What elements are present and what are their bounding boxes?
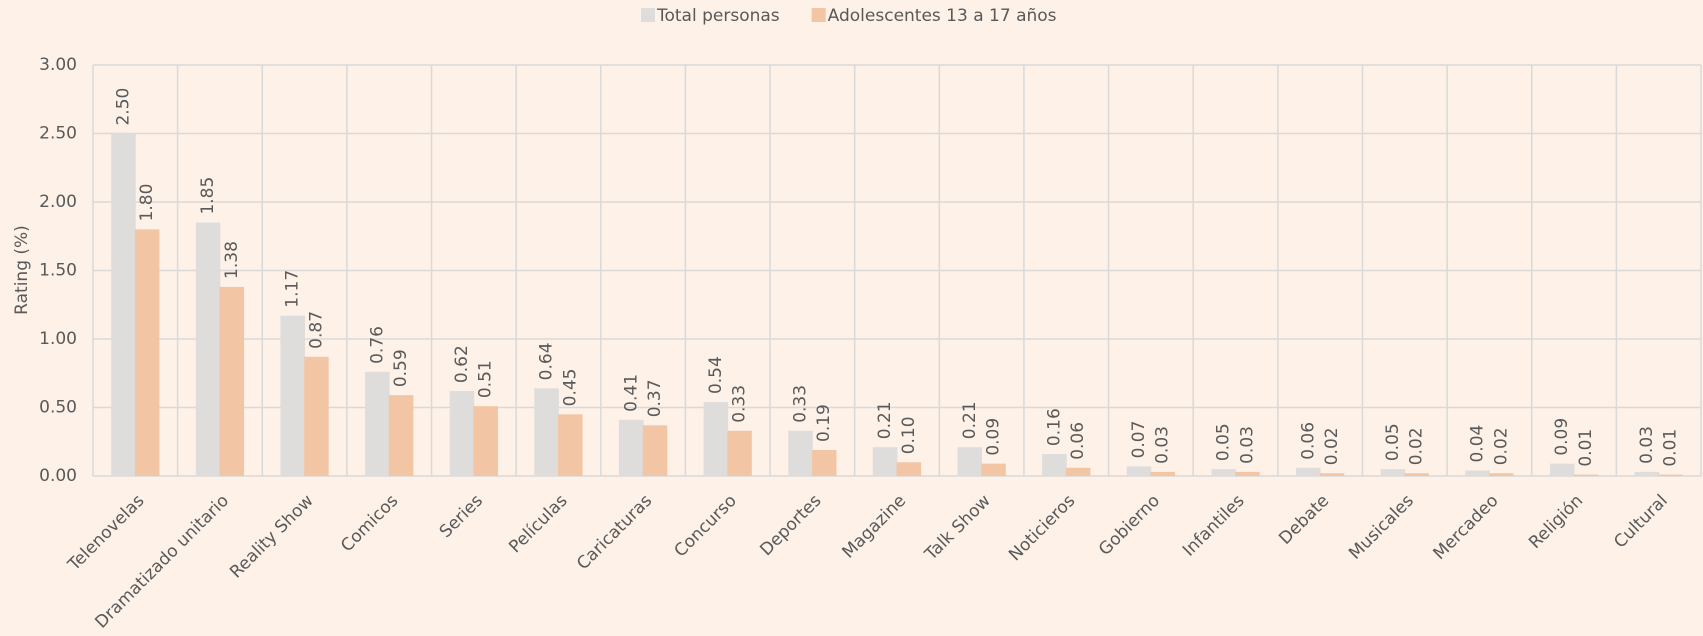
data-label: 0.06: [1068, 422, 1088, 460]
data-label: 1.85: [198, 177, 218, 215]
data-label: 0.33: [791, 385, 811, 423]
bar: [1465, 470, 1490, 476]
legend-label: Total personas: [656, 6, 780, 26]
legend-swatch: [641, 8, 655, 22]
data-label: 0.62: [452, 345, 472, 383]
data-label: 0.64: [537, 342, 557, 380]
bar: [811, 449, 837, 476]
legend-label: Adolescentes 13 a 17 años: [828, 6, 1057, 26]
bar: [280, 315, 306, 476]
data-label: 0.37: [645, 379, 665, 417]
data-label: 0.04: [1468, 425, 1488, 463]
data-label: 0.01: [1661, 429, 1681, 467]
bar: [134, 229, 160, 476]
bar: [1634, 471, 1660, 476]
data-label: 0.03: [1153, 426, 1173, 464]
data-label: 1.17: [283, 270, 303, 308]
bar: [1549, 463, 1575, 476]
bar: [1235, 471, 1260, 476]
bar: [981, 463, 1006, 476]
data-label: 0.10: [899, 416, 919, 454]
bar: [1150, 471, 1176, 476]
bar: [365, 371, 390, 476]
bar: [1126, 466, 1152, 476]
data-label: 0.05: [1214, 423, 1234, 461]
bar: [618, 419, 644, 476]
data-label: 0.03: [1637, 426, 1657, 464]
bar: [788, 430, 813, 476]
data-label: 0.59: [391, 349, 411, 387]
data-label: 0.06: [1298, 422, 1318, 460]
data-label: 0.76: [367, 326, 387, 364]
bar: [727, 430, 752, 476]
y-tick-label: 1.00: [39, 329, 77, 349]
data-label: 0.01: [1576, 429, 1596, 467]
bar: [642, 425, 668, 476]
bar: [872, 447, 898, 476]
data-label: 1.38: [222, 241, 242, 279]
bar: [896, 462, 922, 476]
data-label: 0.45: [560, 368, 580, 406]
y-tick-label: 0.00: [39, 466, 77, 486]
data-label: 0.21: [960, 401, 980, 439]
data-label: 2.50: [113, 88, 133, 126]
data-label: 0.51: [476, 360, 496, 398]
bar: [1488, 473, 1514, 476]
y-tick-label: 1.50: [39, 261, 77, 281]
data-label: 0.33: [730, 385, 750, 423]
bar: [1211, 469, 1236, 476]
bar: [1573, 474, 1599, 476]
data-label: 0.41: [621, 374, 641, 412]
y-tick-label: 0.50: [39, 398, 77, 418]
y-tick-label: 2.50: [39, 124, 77, 144]
legend-swatch: [811, 8, 826, 22]
data-label: 0.54: [706, 356, 726, 394]
bar: [195, 222, 221, 476]
data-label: 0.16: [1044, 408, 1064, 446]
y-axis-label: Rating (%): [12, 225, 32, 315]
bar: [1404, 473, 1429, 476]
data-label: 0.03: [1237, 426, 1257, 464]
y-tick-label: 2.00: [39, 192, 77, 212]
bar: [473, 406, 498, 476]
data-label: 0.19: [814, 404, 834, 442]
bar: [1296, 467, 1321, 476]
bar: [1065, 467, 1091, 476]
bar: [1380, 469, 1406, 476]
data-label: 0.02: [1322, 427, 1342, 465]
bar: [1658, 474, 1683, 476]
bar: [1319, 473, 1345, 476]
bar: [111, 133, 136, 476]
bar: [957, 447, 983, 476]
bar: [449, 391, 475, 476]
data-label: 0.02: [1491, 427, 1511, 465]
bar: [558, 414, 583, 476]
y-tick-label: 3.00: [39, 55, 77, 75]
data-label: 0.87: [306, 311, 326, 349]
data-label: 0.09: [1552, 418, 1572, 456]
bar: [534, 388, 559, 476]
bar: [1042, 454, 1067, 476]
data-label: 0.21: [875, 401, 895, 439]
bar: [304, 356, 329, 476]
data-label: 0.02: [1407, 427, 1427, 465]
data-label: 0.09: [983, 418, 1003, 456]
bar: [703, 402, 729, 476]
data-label: 1.80: [137, 184, 157, 222]
data-label: 0.05: [1383, 423, 1403, 461]
bar: [219, 286, 245, 476]
data-label: 0.07: [1129, 421, 1149, 459]
bar: [388, 395, 414, 476]
